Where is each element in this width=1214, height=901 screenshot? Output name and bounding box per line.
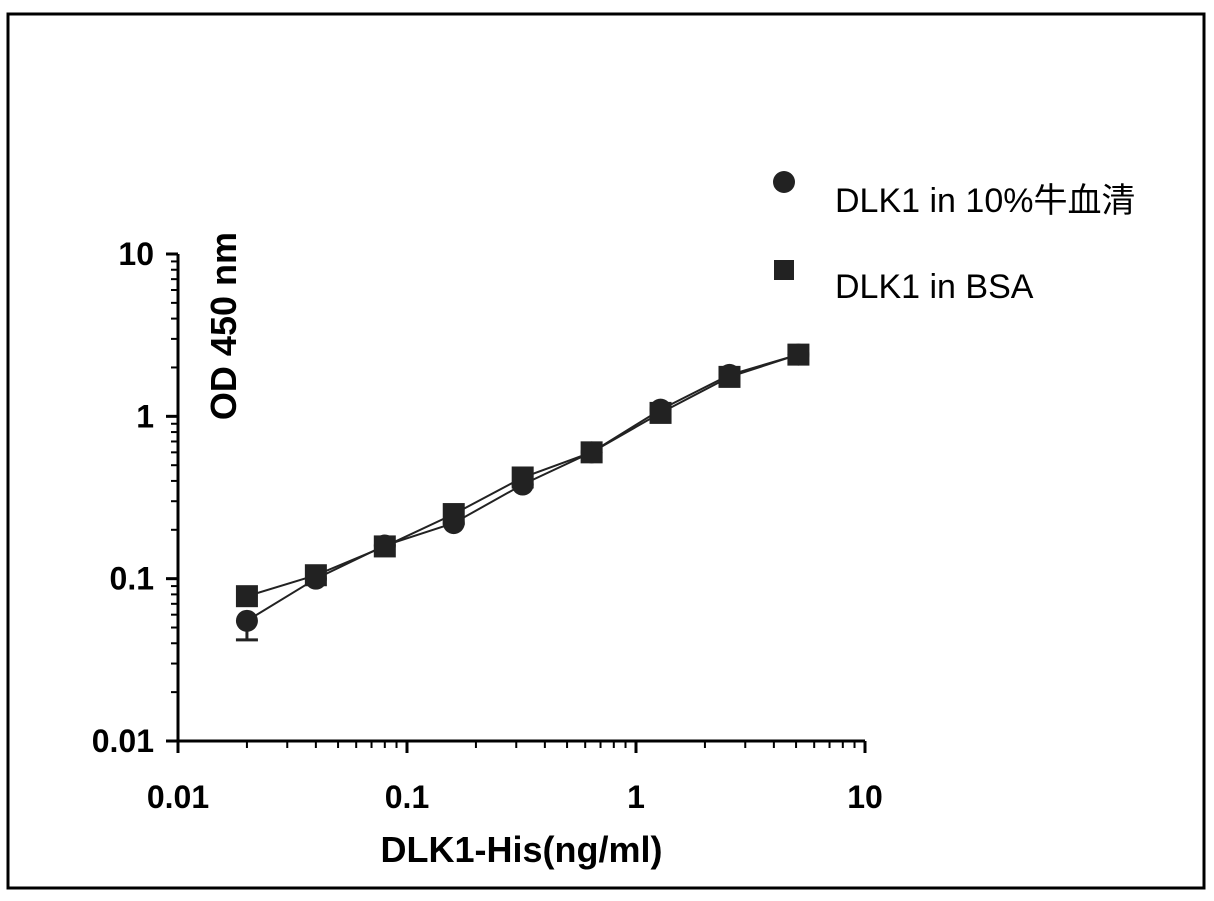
y-axis-title: OD 450 nm (203, 232, 244, 420)
x-tick-label: 0.1 (385, 779, 429, 815)
x-axis-title: DLK1-His(ng/ml) (381, 829, 663, 870)
y-tick-label: 0.01 (92, 723, 154, 759)
y-ticks: 0.01 0.1 1 10 (92, 236, 178, 759)
x-tick-label: 0.01 (147, 779, 209, 815)
data-point-square (511, 466, 534, 489)
x-tick-label: 1 (627, 779, 645, 815)
legend-label-serum: DLK1 in 10%牛血清 (835, 182, 1135, 220)
y-tick-label: 1 (136, 398, 154, 434)
axes: 0.01 0.1 1 10 0.01 0.1 1 10 (92, 236, 883, 815)
data-point-square (787, 343, 810, 366)
y-tick-label: 10 (118, 236, 154, 272)
data-point-square (649, 401, 672, 424)
data-point-square (580, 441, 603, 464)
legend-label-bsa: DLK1 in BSA (835, 268, 1034, 306)
data-point-square (718, 365, 741, 388)
plot-series (235, 343, 810, 642)
data-point-square (373, 535, 396, 558)
data-point-square (442, 503, 465, 526)
legend-marker-circle (773, 171, 795, 193)
data-point-square (304, 564, 327, 587)
series-serum (235, 343, 810, 642)
legend-marker-square (774, 260, 794, 280)
figure-frame (6, 12, 1206, 890)
y-tick-label: 0.1 (110, 561, 154, 597)
legend: DLK1 in 10%牛血清 DLK1 in BSA (773, 171, 1135, 306)
series-bsa (235, 343, 810, 608)
data-point-square (235, 585, 258, 608)
x-tick-label: 10 (847, 779, 883, 815)
data-point-circle (235, 609, 258, 632)
x-ticks: 0.01 0.1 1 10 (147, 741, 883, 815)
